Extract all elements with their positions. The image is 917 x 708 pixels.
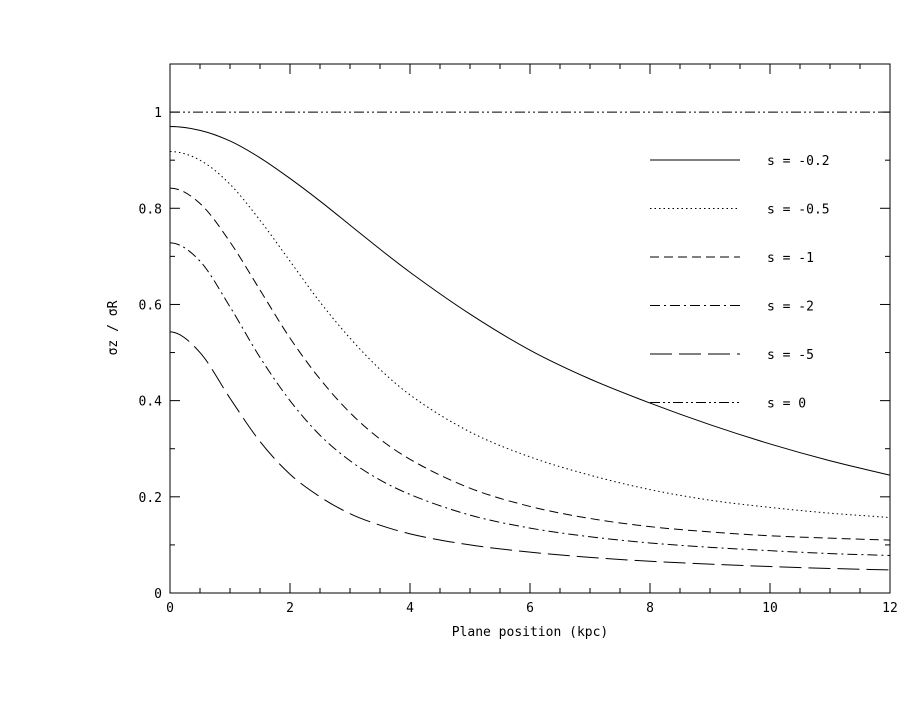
x-tick-label: 4 [406, 601, 414, 616]
axis-ticks [169, 63, 891, 594]
legend-label: s = -0.5 [767, 203, 830, 218]
y-tick-label: 1 [154, 106, 162, 121]
y-tick-label: 0 [154, 587, 162, 602]
x-tick-label: 2 [286, 601, 294, 616]
legend-label: s = -2 [767, 300, 814, 315]
y-tick-label: 0.8 [139, 202, 162, 217]
x-tick-label: 8 [646, 601, 654, 616]
tick-labels: 0 2 4 6 8 10 12 0 0.2 0.4 0.6 0.8 1 [139, 106, 898, 616]
plot-frame [169, 63, 891, 594]
y-axis-label: σz / σR [106, 300, 121, 355]
y-tick-label: 0.4 [139, 395, 163, 410]
x-tick-label: 12 [882, 601, 898, 616]
series-line [169, 126, 891, 476]
series-line [169, 187, 891, 541]
legend-label: s = 0 [767, 397, 806, 412]
y-tick-label: 0.2 [139, 491, 162, 506]
x-axis-label: Plane position (kpc) [452, 625, 609, 640]
series-lines [169, 111, 891, 571]
legend-label: s = -0.2 [767, 154, 830, 169]
x-tick-label: 10 [762, 601, 778, 616]
series-line [169, 151, 891, 518]
x-tick-label: 0 [166, 601, 174, 616]
y-tick-label: 0.6 [139, 298, 162, 313]
legend-label: s = -5 [767, 348, 814, 363]
legend: s = -0.2 s = -0.5 s = -1 s = -2 s = -5 s = 0 [650, 154, 830, 412]
x-tick-label: 6 [526, 601, 534, 616]
legend-label: s = -1 [767, 251, 814, 266]
series-line [169, 331, 891, 571]
